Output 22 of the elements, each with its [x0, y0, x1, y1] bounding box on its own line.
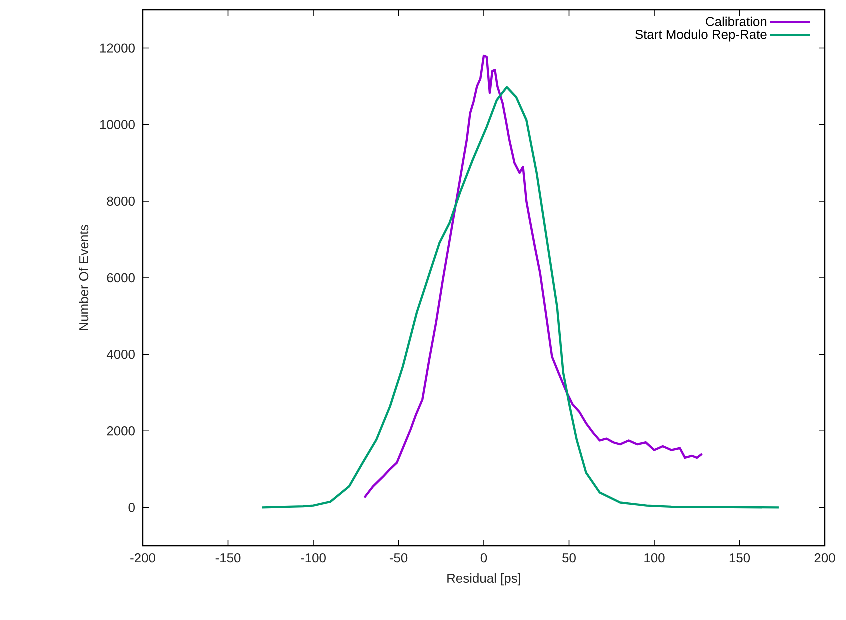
legend-label: Calibration — [706, 16, 767, 26]
y-axis-title: Number Of Events — [79, 225, 89, 330]
y-tick-label: 4000 — [106, 350, 135, 360]
x-tick-label: 200 — [814, 554, 836, 563]
x-tick-label: 100 — [644, 554, 665, 563]
y-tick-label: 10000 — [100, 120, 135, 130]
line-series — [261, 86, 780, 509]
y-tick-label: 2000 — [107, 426, 135, 436]
line-series — [364, 54, 704, 499]
x-axis-title: Residual [ps] — [448, 574, 520, 586]
x-tick-label: 0 — [480, 554, 488, 563]
x-tick-label: 150 — [730, 554, 750, 563]
y-tick-label: 12000 — [100, 44, 135, 53]
legend-label: Start Modulo Rep-Rate — [636, 30, 767, 42]
y-tick-label: 8000 — [107, 196, 135, 206]
y-tick-label: 0 — [128, 503, 135, 512]
x-tick-label: -150 — [216, 554, 241, 563]
x-tick-label: -200 — [130, 554, 156, 563]
x-tick-label: 50 — [562, 554, 576, 563]
y-tick-label: 6000 — [107, 273, 135, 283]
x-tick-label: -50 — [390, 554, 408, 563]
x-tick-label: -100 — [301, 554, 326, 563]
